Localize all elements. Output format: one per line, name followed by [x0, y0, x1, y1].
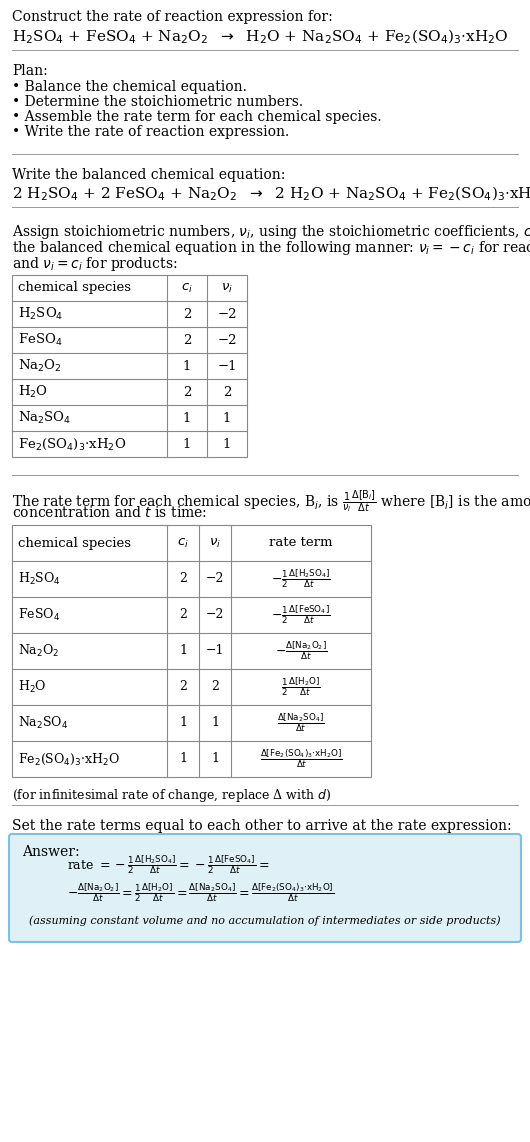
Text: (assuming constant volume and no accumulation of intermediates or side products): (assuming constant volume and no accumul…: [29, 916, 501, 926]
Text: H$_2$SO$_4$: H$_2$SO$_4$: [18, 571, 61, 587]
Text: rate $= -\frac{1}{2}\frac{\Delta[\mathrm{H_2SO_4}]}{\Delta t} = -\frac{1}{2}\fra: rate $= -\frac{1}{2}\frac{\Delta[\mathrm…: [67, 854, 269, 876]
Text: 1: 1: [183, 437, 191, 450]
Text: −2: −2: [217, 333, 237, 346]
Text: The rate term for each chemical species, B$_i$, is $\frac{1}{\nu_i}\frac{\Delta[: The rate term for each chemical species,…: [12, 489, 530, 515]
Text: 2: 2: [179, 609, 187, 621]
Text: 1: 1: [179, 716, 187, 730]
Text: Fe$_2$(SO$_4$)$_3$·xH$_2$O: Fe$_2$(SO$_4$)$_3$·xH$_2$O: [18, 751, 120, 766]
Text: $\frac{\Delta[\mathrm{Na_2SO_4}]}{\Delta t}$: $\frac{\Delta[\mathrm{Na_2SO_4}]}{\Delta…: [277, 711, 325, 734]
Text: • Determine the stoichiometric numbers.: • Determine the stoichiometric numbers.: [12, 95, 303, 108]
Text: 2: 2: [183, 386, 191, 399]
Text: Answer:: Answer:: [22, 845, 80, 859]
Text: 2: 2: [211, 681, 219, 693]
Text: chemical species: chemical species: [18, 281, 131, 295]
Text: H$_2$O: H$_2$O: [18, 679, 47, 695]
Text: 1: 1: [183, 411, 191, 425]
Text: Na$_2$O$_2$: Na$_2$O$_2$: [18, 643, 59, 659]
Bar: [12, 275, 247, 457]
Text: 1: 1: [179, 753, 187, 765]
Text: −1: −1: [217, 360, 237, 372]
Text: • Balance the chemical equation.: • Balance the chemical equation.: [12, 80, 247, 94]
Text: Na$_2$SO$_4$: Na$_2$SO$_4$: [18, 715, 68, 731]
Text: H$_2$O: H$_2$O: [18, 384, 48, 400]
Text: −2: −2: [206, 572, 224, 586]
FancyBboxPatch shape: [9, 834, 521, 942]
Text: $\frac{1}{2}\frac{\Delta[\mathrm{H_2O}]}{\Delta t}$: $\frac{1}{2}\frac{\Delta[\mathrm{H_2O}]}…: [281, 676, 321, 699]
Text: $-\frac{\Delta[\mathrm{Na_2O_2}]}{\Delta t} = \frac{1}{2}\frac{\Delta[\mathrm{H_: $-\frac{\Delta[\mathrm{Na_2O_2}]}{\Delta…: [67, 882, 334, 904]
Text: FeSO$_4$: FeSO$_4$: [18, 606, 60, 624]
Text: $\nu_i$: $\nu_i$: [209, 537, 221, 549]
Text: 1: 1: [211, 753, 219, 765]
Text: and $\nu_i = c_i$ for products:: and $\nu_i = c_i$ for products:: [12, 255, 178, 273]
Text: 1: 1: [183, 360, 191, 372]
Text: −1: −1: [206, 644, 224, 658]
Text: −2: −2: [217, 307, 237, 321]
Text: the balanced chemical equation in the following manner: $\nu_i = -c_i$ for react: the balanced chemical equation in the fo…: [12, 239, 530, 257]
Text: 2: 2: [223, 386, 231, 399]
Text: Plan:: Plan:: [12, 64, 48, 78]
Text: H$_2$SO$_4$ + FeSO$_4$ + Na$_2$O$_2$  $\rightarrow$  H$_2$O + Na$_2$SO$_4$ + Fe$: H$_2$SO$_4$ + FeSO$_4$ + Na$_2$O$_2$ $\r…: [12, 29, 509, 47]
Text: 2: 2: [179, 572, 187, 586]
Text: 1: 1: [211, 716, 219, 730]
Text: $-\frac{1}{2}\frac{\Delta[\mathrm{FeSO_4}]}{\Delta t}$: $-\frac{1}{2}\frac{\Delta[\mathrm{FeSO_4…: [271, 604, 331, 626]
Text: concentration and $t$ is time:: concentration and $t$ is time:: [12, 505, 207, 520]
Text: 2 H$_2$SO$_4$ + 2 FeSO$_4$ + Na$_2$O$_2$  $\rightarrow$  2 H$_2$O + Na$_2$SO$_4$: 2 H$_2$SO$_4$ + 2 FeSO$_4$ + Na$_2$O$_2$…: [12, 185, 530, 203]
Text: $-\frac{\Delta[\mathrm{Na_2O_2}]}{\Delta t}$: $-\frac{\Delta[\mathrm{Na_2O_2}]}{\Delta…: [275, 640, 327, 662]
Text: Na$_2$SO$_4$: Na$_2$SO$_4$: [18, 410, 71, 426]
Text: • Write the rate of reaction expression.: • Write the rate of reaction expression.: [12, 124, 289, 139]
Bar: [12, 525, 371, 777]
Text: 2: 2: [183, 307, 191, 321]
Text: 2: 2: [179, 681, 187, 693]
Text: (for infinitesimal rate of change, replace Δ with $d$): (for infinitesimal rate of change, repla…: [12, 787, 331, 804]
Text: $\nu_i$: $\nu_i$: [221, 281, 233, 295]
Text: 1: 1: [223, 411, 231, 425]
Text: Fe$_2$(SO$_4$)$_3$·xH$_2$O: Fe$_2$(SO$_4$)$_3$·xH$_2$O: [18, 436, 126, 451]
Text: rate term: rate term: [269, 537, 333, 549]
Text: Assign stoichiometric numbers, $\nu_i$, using the stoichiometric coefficients, $: Assign stoichiometric numbers, $\nu_i$, …: [12, 223, 530, 241]
Text: Na$_2$O$_2$: Na$_2$O$_2$: [18, 357, 62, 375]
Text: −2: −2: [206, 609, 224, 621]
Text: $c_i$: $c_i$: [181, 281, 193, 295]
Text: $c_i$: $c_i$: [177, 537, 189, 549]
Text: Write the balanced chemical equation:: Write the balanced chemical equation:: [12, 168, 285, 182]
Text: chemical species: chemical species: [18, 537, 131, 549]
Text: $-\frac{1}{2}\frac{\Delta[\mathrm{H_2SO_4}]}{\Delta t}$: $-\frac{1}{2}\frac{\Delta[\mathrm{H_2SO_…: [271, 568, 331, 590]
Text: H$_2$SO$_4$: H$_2$SO$_4$: [18, 306, 63, 322]
Text: Set the rate terms equal to each other to arrive at the rate expression:: Set the rate terms equal to each other t…: [12, 819, 511, 833]
Text: 1: 1: [179, 644, 187, 658]
Text: $\frac{\Delta[\mathrm{Fe_2(SO_4)_3{\cdot}xH_2O}]}{\Delta t}$: $\frac{\Delta[\mathrm{Fe_2(SO_4)_3{\cdot…: [260, 748, 342, 771]
Text: 2: 2: [183, 333, 191, 346]
Text: 1: 1: [223, 437, 231, 450]
Text: FeSO$_4$: FeSO$_4$: [18, 332, 63, 348]
Text: • Assemble the rate term for each chemical species.: • Assemble the rate term for each chemic…: [12, 110, 382, 124]
Text: Construct the rate of reaction expression for:: Construct the rate of reaction expressio…: [12, 10, 333, 24]
